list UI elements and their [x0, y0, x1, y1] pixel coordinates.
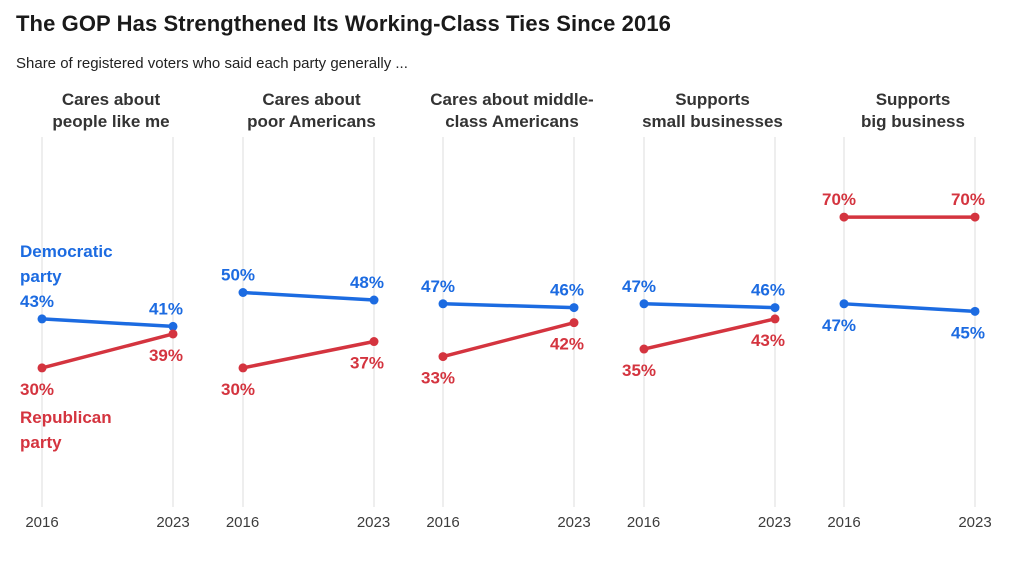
- value-label-democrat: 47%: [421, 276, 455, 295]
- year-label: 2016: [25, 513, 59, 531]
- data-point-democrat: [770, 302, 779, 312]
- panel-title-line: Cares about middle-: [430, 89, 594, 109]
- panel-title: Cares about middle-class Americans: [417, 89, 607, 133]
- panel-title-line: class Americans: [445, 111, 579, 131]
- panel-title-line: Cares about: [262, 89, 361, 109]
- data-point-republican: [569, 317, 579, 327]
- legend-label-democrat: party: [20, 266, 62, 285]
- value-label-republican: 70%: [822, 190, 856, 209]
- series-line-democrat: [641, 301, 777, 309]
- panel-title-line: Supports: [675, 89, 750, 109]
- panel-title-line: poor Americans: [247, 111, 376, 131]
- data-point-democrat: [438, 298, 448, 308]
- series-line-democrat: [40, 316, 175, 328]
- value-label-republican: 43%: [750, 330, 784, 349]
- value-label-republican: 33%: [421, 368, 455, 387]
- chart-panel: Cares about middle-class Americans 47% 46%…: [417, 89, 607, 537]
- data-point-republican: [970, 212, 980, 222]
- data-point-republican: [770, 313, 779, 323]
- panel-title-line: people like me: [52, 111, 170, 131]
- legend-label-republican: party: [20, 432, 62, 451]
- panel-title: Cares about poor Americans: [217, 89, 407, 133]
- panel-title: Supports big business: [818, 89, 1008, 133]
- series-line-democrat: [441, 301, 576, 309]
- data-point-republican: [639, 344, 648, 354]
- series-line-republican: [641, 316, 777, 351]
- value-label-democrat: 46%: [750, 280, 784, 299]
- value-label-democrat: 41%: [149, 299, 183, 318]
- value-label-democrat: 47%: [622, 276, 656, 295]
- legend-label-democrat: Democratic: [20, 241, 113, 260]
- chart-panel: Cares about poor Americans 50% 48% 30% 37% 201…: [217, 89, 407, 537]
- panel-title: Supports small businesses: [618, 89, 808, 133]
- value-label-republican: 39%: [149, 345, 183, 364]
- data-point-democrat: [238, 287, 247, 297]
- data-point-democrat: [168, 321, 178, 331]
- slope-chart: 70% 70% 47% 45%: [822, 136, 985, 507]
- value-label-democrat: 43%: [20, 291, 54, 310]
- value-label-democrat: 45%: [951, 323, 985, 342]
- value-label-democrat: 48%: [349, 273, 383, 292]
- year-label: 2023: [356, 513, 391, 531]
- value-label-democrat: 46%: [550, 280, 584, 299]
- year-label: 2016: [827, 513, 861, 531]
- slope-chart: 47% 46% 35% 43%: [622, 136, 785, 507]
- year-label: 2023: [156, 513, 190, 531]
- series-line-republican: [40, 331, 175, 370]
- series-line-republican: [441, 320, 576, 358]
- value-label-republican: 37%: [349, 353, 383, 372]
- chart-panel: Cares about people like me 43% 41% Democrati…: [16, 89, 206, 537]
- x-axis: 2016 2023: [818, 507, 1008, 537]
- data-point-democrat: [569, 302, 579, 312]
- year-label: 2023: [958, 513, 992, 531]
- data-point-republican: [839, 212, 849, 222]
- data-point-republican: [37, 362, 47, 372]
- value-label-republican: 30%: [221, 379, 255, 398]
- year-label: 2023: [557, 513, 591, 531]
- data-point-democrat: [970, 306, 980, 316]
- page-title: The GOP Has Strengthened Its Working-Cla…: [16, 11, 672, 36]
- panel-title-line: Supports: [875, 89, 951, 109]
- slope-chart: 50% 48% 30% 37%: [221, 136, 384, 507]
- value-label-republican: 30%: [20, 379, 54, 398]
- series-line-republican: [240, 339, 376, 370]
- slope-chart: 43% 41% Democratic party 30% 39% Republican par…: [20, 136, 183, 507]
- year-label: 2023: [757, 513, 792, 531]
- data-point-democrat: [839, 298, 849, 308]
- value-label-republican: 70%: [951, 190, 985, 209]
- data-point-democrat: [639, 298, 648, 308]
- series-line-democrat: [240, 290, 376, 302]
- x-axis: 2016 2023: [417, 507, 607, 537]
- panel-title-line: small businesses: [642, 111, 783, 131]
- series-line-democrat: [842, 301, 977, 313]
- panel-title: Cares about people like me: [16, 89, 206, 133]
- data-point-democrat: [369, 295, 378, 305]
- data-point-democrat: [37, 313, 47, 323]
- value-label-republican: 42%: [550, 334, 584, 353]
- year-label: 2016: [225, 513, 260, 531]
- data-point-republican: [438, 351, 448, 361]
- x-axis: 2016 2023: [16, 507, 206, 537]
- data-point-republican: [369, 336, 378, 346]
- chart-panel: Supports big business 70% 70% 47% 45% 2016 2023: [818, 89, 1008, 537]
- value-label-democrat: 47%: [822, 315, 856, 334]
- value-label-republican: 35%: [622, 361, 656, 380]
- data-point-republican: [238, 362, 247, 372]
- slope-chart: 47% 46% 33% 42%: [421, 136, 584, 507]
- x-axis: 2016 2023: [618, 507, 808, 537]
- legend-label-republican: Republican: [20, 407, 112, 426]
- panel-title-line: big business: [861, 111, 965, 131]
- panels: Cares about people like me 43% 41% Democrati…: [16, 89, 1008, 537]
- page-subtitle: Share of registered voters who said each…: [16, 54, 408, 72]
- x-axis: 2016 2023: [217, 507, 407, 537]
- chart-panel: Supports small businesses 47% 46% 35% 43% 2016…: [618, 89, 808, 537]
- value-label-democrat: 50%: [221, 265, 255, 284]
- data-point-republican: [168, 328, 178, 338]
- panel-title-line: Cares about: [61, 89, 161, 109]
- year-label: 2016: [426, 513, 460, 531]
- year-label: 2016: [626, 513, 661, 531]
